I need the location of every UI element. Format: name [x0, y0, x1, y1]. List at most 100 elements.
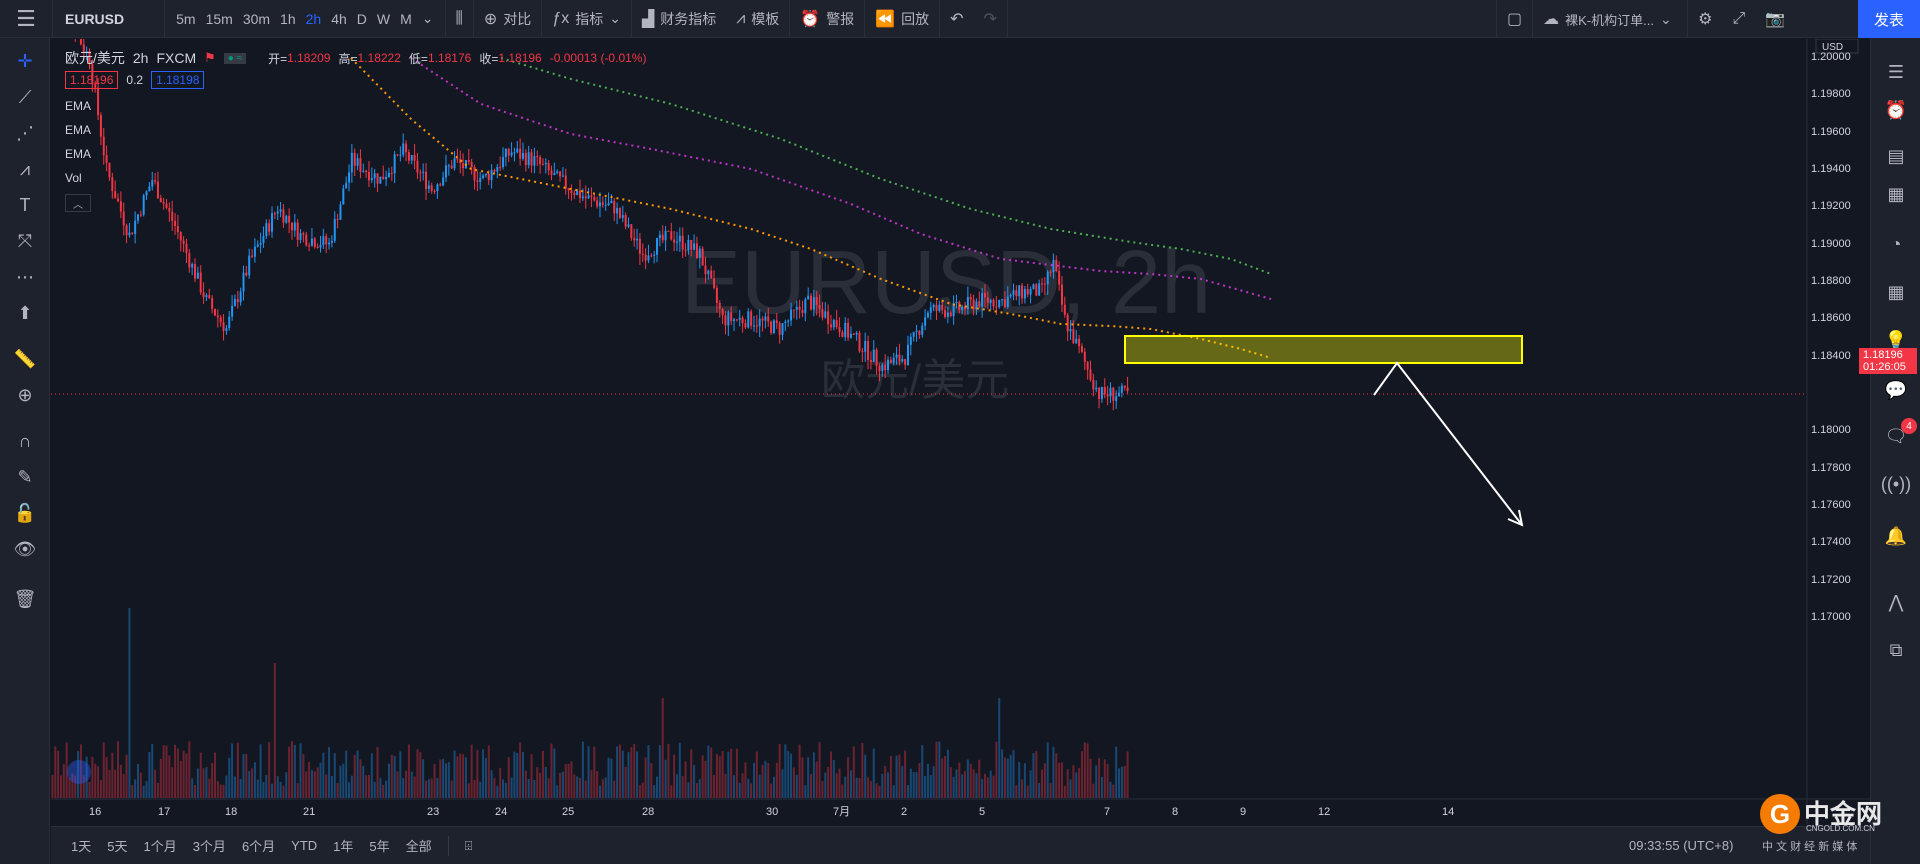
clock[interactable]: 09:33:55 (UTC+8): [1629, 838, 1734, 853]
sell-price-button[interactable]: 1.18196: [65, 71, 119, 89]
candle-body: [1063, 304, 1066, 315]
templates-button[interactable]: ⩘ 模板: [726, 0, 789, 38]
alarm-clock-icon[interactable]: ⏰: [1884, 99, 1908, 120]
timeframe-1h[interactable]: 1h: [280, 10, 296, 27]
lock-drawing-icon[interactable]: ✎: [17, 466, 33, 487]
data-window-icon[interactable]: ▦: [1887, 183, 1905, 204]
trading-icon[interactable]: ⋀: [1888, 591, 1904, 612]
candle-body: [795, 306, 798, 310]
arrow-head: [1507, 509, 1524, 527]
volume-bar: [433, 764, 436, 798]
volume-bar: [573, 774, 576, 798]
candle-body: [390, 172, 393, 174]
replay-button[interactable]: ⏪ 回放: [865, 0, 939, 38]
eye-icon[interactable]: 👁: [13, 538, 37, 559]
range-5d[interactable]: 5天: [107, 839, 128, 854]
magnet-icon[interactable]: ∩: [18, 430, 32, 451]
chart-type-button[interactable]: ⫼: [446, 0, 473, 38]
ruler-icon[interactable]: 📏: [13, 348, 37, 369]
divider: [630, 0, 632, 38]
range-6m[interactable]: 6个月: [241, 839, 276, 854]
candle-body: [952, 303, 955, 317]
volume-bar: [413, 776, 416, 798]
range-1y[interactable]: 1年: [333, 839, 354, 854]
timeframe-30m[interactable]: 30m: [242, 10, 271, 27]
currency-selector[interactable]: [1815, 39, 1859, 54]
fullscreen-button[interactable]: ⤢: [1722, 0, 1755, 38]
alert-button[interactable]: ⏰ 警报: [790, 0, 864, 38]
redo-button[interactable]: ↷: [974, 0, 1007, 38]
hotlist-icon[interactable]: ⧉: [1889, 639, 1903, 660]
candle-body: [713, 278, 716, 288]
chart-pane[interactable]: EURUSD, 2h 欧元/美元 16 17 18 21 23 24 25 28 30 7月 2 5 7…: [51, 39, 1917, 824]
financials-button[interactable]: ▟ 财务指标: [632, 0, 726, 38]
pattern-icon[interactable]: ⩘: [19, 158, 31, 179]
candle-body: [276, 211, 279, 214]
indicator-volume[interactable]: Vol: [65, 171, 82, 185]
timeframe-d[interactable]: D: [356, 10, 367, 27]
news-icon[interactable]: ▤: [1887, 145, 1905, 166]
publish-button[interactable]: 发表: [1858, 0, 1920, 38]
settings-button[interactable]: ⚙: [1688, 0, 1722, 38]
projection-arrow[interactable]: [1373, 361, 1523, 526]
streams-icon[interactable]: ((•)): [1880, 473, 1912, 494]
trend-line-icon[interactable]: ⟋: [18, 86, 32, 107]
candle-body: [667, 230, 670, 232]
messages-icon[interactable]: 🗨 4: [1871, 418, 1920, 454]
timeframe-15m[interactable]: 15m: [205, 10, 233, 27]
range-all[interactable]: 全部: [405, 839, 432, 854]
candle-body: [142, 195, 145, 215]
compare-button[interactable]: ⊕ 对比: [474, 0, 541, 38]
trash-icon[interactable]: 🗑: [13, 588, 37, 609]
fullscreen-layout-button[interactable]: ▢: [1497, 0, 1532, 38]
indicator-ema-1[interactable]: EMA: [65, 99, 92, 113]
indicator-ema-3[interactable]: EMA: [65, 147, 92, 161]
range-3m[interactable]: 3个月: [192, 839, 226, 854]
measure-lines-icon[interactable]: ⋯: [16, 266, 34, 287]
zoom-icon[interactable]: ⊕: [17, 384, 33, 405]
lock-icon[interactable]: 🔓: [13, 502, 37, 523]
menu-icon[interactable]: ☰: [16, 5, 36, 31]
range-1m[interactable]: 1个月: [143, 839, 177, 854]
chevron-up-icon[interactable]: ︿: [65, 194, 91, 212]
indicator-ema-2[interactable]: EMA: [65, 123, 92, 137]
undo-button[interactable]: ↶: [940, 0, 973, 38]
clock-icon[interactable]: ◔: [1890, 233, 1902, 254]
fib-icon[interactable]: ⋰: [16, 122, 34, 143]
volume-bar: [322, 752, 325, 798]
timeframe-5m[interactable]: 5m: [176, 10, 196, 27]
timeframe-w[interactable]: W: [376, 10, 391, 27]
chat-icon[interactable]: 💬: [1884, 379, 1908, 400]
text-icon[interactable]: T: [19, 194, 31, 215]
indicators-button[interactable]: ƒx 指标 ⌄: [542, 0, 631, 38]
calendar-icon[interactable]: ▦: [1887, 281, 1905, 302]
volume-bar: [778, 744, 781, 798]
timeframe-4h[interactable]: 4h: [331, 10, 347, 27]
candle-body: [219, 317, 222, 323]
bell-icon[interactable]: 🔔: [1884, 525, 1908, 546]
timeframe-2h[interactable]: 2h: [305, 10, 322, 27]
snapshot-button[interactable]: 📷: [1755, 0, 1795, 38]
supply-zone-rectangle[interactable]: [1124, 335, 1523, 364]
volume-bar: [385, 780, 388, 798]
date-range-icon[interactable]: ⌹: [464, 837, 473, 853]
candle-body: [770, 321, 773, 333]
chevron-down-icon[interactable]: ⌄: [421, 10, 434, 26]
volume-bar: [308, 762, 311, 798]
timeframe-m[interactable]: M: [400, 10, 412, 27]
range-1d[interactable]: 1天: [71, 839, 92, 854]
price-chart[interactable]: EURUSD, 2h 欧元/美元 16 17 18 21 23 24 25 28 30 7月 2 5 7…: [51, 39, 1870, 824]
watchlist-icon[interactable]: ☰: [1887, 61, 1905, 82]
arrow-up-icon[interactable]: ⬆: [17, 302, 33, 323]
range-ytd[interactable]: YTD: [291, 838, 318, 853]
symbol-search-button[interactable]: EURUSD: [65, 10, 125, 27]
crosshair-icon[interactable]: ✛: [17, 50, 33, 71]
volume-bar: [168, 755, 171, 798]
volume-bar: [205, 767, 208, 798]
layout-name-button[interactable]: ☁ 裸K-机构订单... ⌄: [1533, 0, 1687, 38]
idea-icon[interactable]: 💡: [1884, 329, 1908, 350]
buy-price-button[interactable]: 1.18198: [151, 71, 205, 89]
prediction-icon[interactable]: ⤧: [17, 230, 33, 251]
range-5y[interactable]: 5年: [369, 839, 390, 854]
legend-symbol[interactable]: 欧元/美元: [65, 50, 125, 66]
